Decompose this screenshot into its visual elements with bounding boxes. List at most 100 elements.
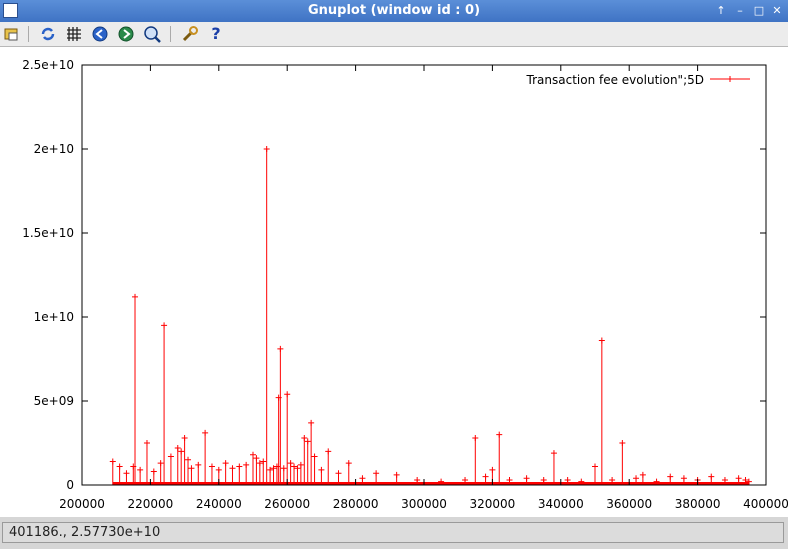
keep-above-icon[interactable]: ↑ [716, 4, 726, 17]
x-tick-label: 400000 [743, 497, 788, 511]
statusbar: 401186., 2.57730e+10 [0, 520, 788, 549]
data-point [318, 466, 325, 473]
toolbar-separator [28, 26, 29, 42]
data-point [311, 453, 318, 460]
data-point [619, 440, 626, 446]
series-baseline-band [112, 482, 749, 485]
data-point [229, 465, 236, 472]
mouse-coordinates: 401186., 2.57730e+10 [9, 525, 161, 540]
y-tick-label: 1e+10 [34, 310, 74, 324]
x-tick-label: 280000 [333, 497, 379, 511]
unzoom-icon[interactable] [142, 25, 162, 43]
data-point [294, 465, 301, 472]
data-point [523, 475, 530, 482]
data-point [236, 463, 243, 470]
data-point [137, 466, 144, 473]
data-point [174, 445, 181, 452]
zoom-previous-icon[interactable] [90, 25, 110, 43]
data-point [132, 293, 139, 300]
x-tick-label: 200000 [59, 497, 105, 511]
data-point [735, 475, 742, 482]
data-point [267, 466, 274, 473]
data-point [633, 475, 640, 482]
data-point [195, 461, 202, 468]
data-point [564, 476, 571, 483]
data-point [273, 463, 280, 470]
options-icon[interactable] [180, 25, 200, 43]
window-title: Gnuplot (window id : 0) [307, 3, 481, 18]
data-point [639, 471, 646, 478]
x-tick-label: 320000 [469, 497, 515, 511]
x-tick-label: 300000 [401, 497, 447, 511]
data-point [253, 455, 260, 462]
data-point [373, 470, 380, 477]
window-titlebar[interactable]: Gnuplot (window id : 0) ↑ – □ ✕ [0, 0, 788, 22]
plot-canvas[interactable]: 200000 220000 240000 260000 280000 300000 3200… [0, 47, 788, 517]
data-point [742, 476, 749, 483]
toolbar-separator [170, 26, 171, 42]
legend-label: Transaction fee evolution";5D [526, 73, 704, 87]
gnuplot-app-icon [3, 3, 18, 18]
data-point [143, 440, 150, 446]
data-point [325, 448, 332, 455]
data-point [222, 460, 229, 467]
data-point [745, 478, 752, 485]
x-tick-label: 340000 [538, 497, 584, 511]
zoom-next-icon[interactable] [116, 25, 136, 43]
help-icon[interactable]: ? [211, 24, 221, 43]
series-line [112, 149, 750, 486]
data-point [250, 451, 256, 458]
grid-icon[interactable] [64, 25, 84, 43]
data-point [215, 466, 222, 473]
data-point [150, 468, 157, 475]
status-box: 401186., 2.57730e+10 [2, 522, 784, 543]
data-point [304, 438, 311, 445]
replot-icon[interactable] [38, 25, 58, 43]
data-point [109, 458, 116, 465]
data-point [275, 394, 282, 401]
data-point [308, 419, 315, 426]
data-point [472, 434, 479, 441]
data-point [130, 463, 137, 470]
data-point [157, 460, 164, 467]
legend: Transaction fee evolution";5D [526, 73, 750, 87]
data-point [181, 434, 188, 441]
data-point [667, 473, 674, 480]
data-point [496, 431, 503, 438]
y-tick-label: 2.5e+10 [22, 58, 74, 72]
minimize-icon[interactable]: – [737, 4, 743, 17]
data-point [297, 461, 304, 468]
data-point [592, 463, 598, 470]
data-point [598, 337, 605, 344]
data-point [462, 476, 469, 483]
data-point [188, 465, 195, 472]
x-tick-label: 240000 [196, 497, 242, 511]
data-point [393, 471, 400, 478]
data-point [345, 460, 352, 467]
legend-sample-point [727, 76, 733, 82]
print-icon[interactable] [2, 25, 22, 43]
data-point [578, 478, 585, 485]
plot-border [81, 64, 767, 486]
toolbar: ? [0, 22, 788, 47]
data-point [680, 475, 687, 482]
chart-svg: 200000 220000 240000 260000 280000 300000 3200… [22, 58, 788, 511]
data-point [550, 450, 557, 457]
x-tick-label: 360000 [606, 497, 652, 511]
data-point [291, 463, 298, 470]
data-point [359, 475, 366, 482]
data-point [280, 465, 287, 472]
data-point [708, 473, 715, 480]
data-point [178, 448, 185, 455]
data-point [653, 478, 660, 485]
x-tick-label: 260000 [264, 497, 310, 511]
close-icon[interactable]: ✕ [772, 4, 782, 17]
y-tick-label: 0 [66, 478, 74, 492]
maximize-icon[interactable]: □ [753, 4, 765, 17]
data-point [260, 458, 267, 465]
data-point [256, 460, 263, 467]
data-point [277, 345, 284, 352]
data-point [287, 460, 294, 467]
data-point [506, 476, 513, 483]
data-point [270, 465, 277, 472]
